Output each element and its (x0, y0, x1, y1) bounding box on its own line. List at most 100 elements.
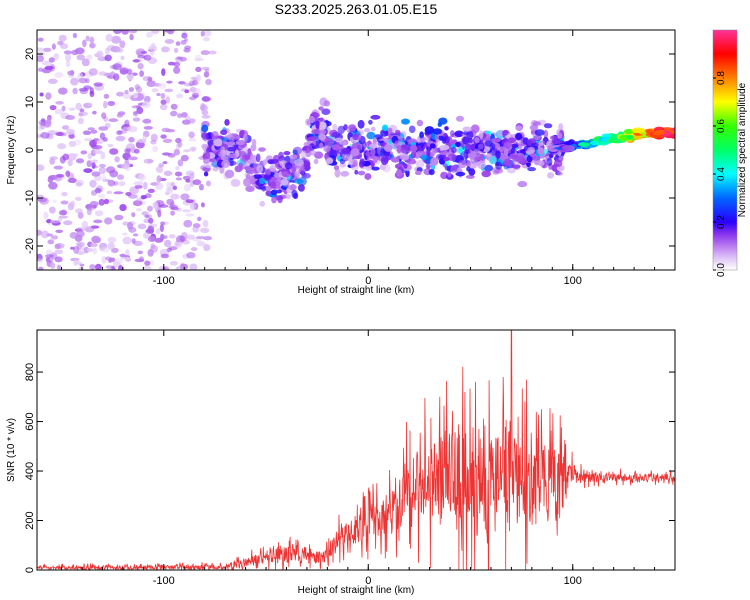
heatmap-cell (258, 147, 266, 152)
heatmap-cell (235, 139, 245, 146)
heatmap-cell (51, 43, 56, 50)
heatmap-cell (134, 84, 140, 90)
heatmap-cell (486, 153, 493, 158)
heatmap-cell (164, 88, 174, 93)
heatmap-cell (105, 33, 113, 42)
heatmap-cell (534, 129, 545, 136)
heatmap-cell (201, 114, 211, 119)
heatmap-cell (92, 247, 98, 255)
heatmap-cell (122, 232, 128, 236)
heatmap-cell (73, 259, 78, 267)
heatmap-cell (104, 217, 113, 225)
heatmap-cell (188, 131, 195, 139)
figure-title: S233.2025.263.01.05.E15 (274, 1, 438, 17)
heatmap-cell (148, 217, 154, 224)
heatmap-cell (107, 179, 116, 187)
heatmap-cell (292, 146, 303, 155)
heatmap-cell (195, 54, 202, 59)
heatmap-cell (58, 87, 68, 95)
heatmap-cell (589, 140, 600, 146)
heatmap-cell (294, 159, 304, 167)
heatmap-cell (84, 138, 92, 142)
heatmap-cell (102, 174, 107, 183)
heatmap-cell (258, 177, 266, 184)
heatmap-cell (631, 127, 646, 134)
heatmap-cell (178, 81, 186, 85)
heatmap-cell (134, 148, 140, 154)
heatmap-cell (455, 141, 461, 148)
heatmap-cell (157, 209, 162, 218)
heatmap-cell (177, 113, 183, 119)
heatmap-cell (37, 229, 43, 236)
heatmap-cell (290, 184, 297, 191)
x-axis-label: Height of straight line (km) (298, 285, 415, 296)
heatmap-cell (557, 171, 563, 176)
heatmap-cell (558, 155, 564, 161)
heatmap-cell (228, 153, 238, 159)
heatmap-cell (318, 106, 324, 111)
snr-line (36, 329, 676, 571)
heatmap-cell (148, 260, 155, 266)
heatmap-cell (146, 31, 153, 38)
heatmap-cell (173, 241, 183, 248)
heatmap-cell (76, 251, 85, 256)
heatmap-cell (180, 154, 189, 162)
heatmap-cell (531, 142, 539, 148)
heatmap-cell (212, 167, 219, 172)
heatmap-cell (47, 239, 55, 245)
heatmap-cell (357, 170, 366, 176)
heatmap-cell (275, 189, 282, 194)
heatmap-cell (181, 119, 191, 125)
heatmap-cell (86, 54, 93, 61)
heatmap-cell (324, 137, 334, 147)
heatmap-cell (157, 169, 163, 174)
y-axis-label: Frequency (Hz) (6, 116, 17, 185)
heatmap-cell (548, 148, 559, 152)
heatmap-cell (160, 134, 167, 139)
heatmap-cell (489, 143, 496, 150)
heatmap-cell (462, 126, 473, 132)
heatmap-cell (184, 89, 190, 94)
heatmap-cell (212, 149, 221, 155)
heatmap-cell (70, 77, 79, 86)
heatmap-cell (38, 67, 43, 72)
heatmap-cell (90, 159, 98, 163)
heatmap-cell (60, 200, 69, 205)
heatmap-cell (134, 184, 143, 189)
heatmap-cell (197, 216, 202, 222)
heatmap-cell (137, 62, 144, 70)
heatmap-cell (269, 165, 277, 173)
heatmap-cell (128, 156, 138, 161)
heatmap-cell (438, 117, 448, 125)
heatmap-cell (73, 246, 80, 254)
heatmap-cell (104, 47, 110, 55)
heatmap-cell (191, 87, 201, 96)
heatmap-cell (202, 220, 209, 228)
heatmap-cell (175, 177, 183, 181)
heatmap-cell (352, 133, 359, 141)
heatmap-cell (119, 40, 126, 49)
heatmap-cell (66, 128, 75, 135)
heatmap-cell (77, 212, 84, 219)
x-tick-label: 0 (365, 575, 371, 587)
heatmap-cell (220, 149, 227, 157)
heatmap-cell (161, 46, 170, 53)
heatmap-cell (43, 47, 52, 53)
heatmap-cell (147, 76, 153, 82)
heatmap-cell (368, 119, 373, 125)
heatmap-cell (180, 39, 187, 45)
heatmap-cell (185, 199, 194, 204)
colorbar-tick-label: 0.2 (716, 215, 727, 229)
heatmap-cell (323, 144, 331, 153)
heatmap-cell (125, 192, 132, 196)
heatmap-cell (37, 47, 45, 52)
heatmap-cell (117, 174, 124, 180)
heatmap-cell (365, 151, 371, 157)
heatmap-cell (326, 157, 334, 164)
heatmap-cell (349, 158, 354, 165)
heatmap-cell (177, 159, 184, 167)
heatmap-cell (103, 93, 110, 99)
heatmap-cell (553, 159, 563, 168)
heatmap-cell (162, 152, 171, 156)
heatmap-cell (371, 166, 380, 171)
